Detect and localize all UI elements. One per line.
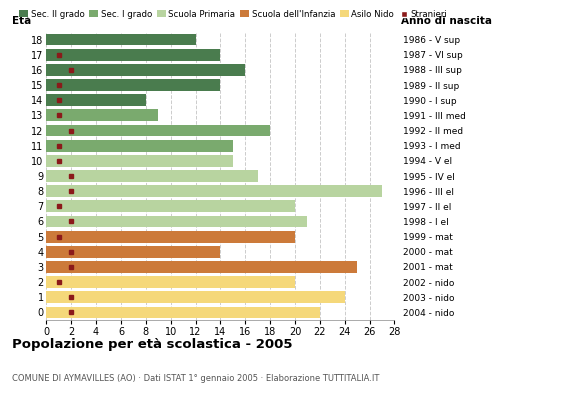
Bar <box>46 185 382 197</box>
Bar <box>46 49 220 61</box>
Bar <box>46 110 158 121</box>
Bar <box>46 140 233 152</box>
Bar <box>46 216 307 227</box>
Bar <box>46 79 220 91</box>
Bar <box>46 125 270 136</box>
Bar <box>46 94 146 106</box>
Bar <box>46 200 295 212</box>
Bar <box>46 231 295 242</box>
Bar <box>46 276 295 288</box>
Bar <box>46 246 220 258</box>
Text: Popolazione per età scolastica - 2005: Popolazione per età scolastica - 2005 <box>12 338 292 351</box>
Text: Anno di nascita: Anno di nascita <box>401 16 492 26</box>
Bar <box>46 306 320 318</box>
Text: COMUNE DI AYMAVILLES (AO) · Dati ISTAT 1° gennaio 2005 · Elaborazione TUTTITALIA: COMUNE DI AYMAVILLES (AO) · Dati ISTAT 1… <box>12 374 379 383</box>
Bar <box>46 155 233 167</box>
Bar <box>46 291 345 303</box>
Legend: Sec. II grado, Sec. I grado, Scuola Primaria, Scuola dell'Infanzia, Asilo Nido, : Sec. II grado, Sec. I grado, Scuola Prim… <box>16 6 451 22</box>
Bar <box>46 34 195 46</box>
Bar <box>46 64 245 76</box>
Bar <box>46 170 258 182</box>
Text: Età: Età <box>12 16 31 26</box>
Bar <box>46 261 357 273</box>
